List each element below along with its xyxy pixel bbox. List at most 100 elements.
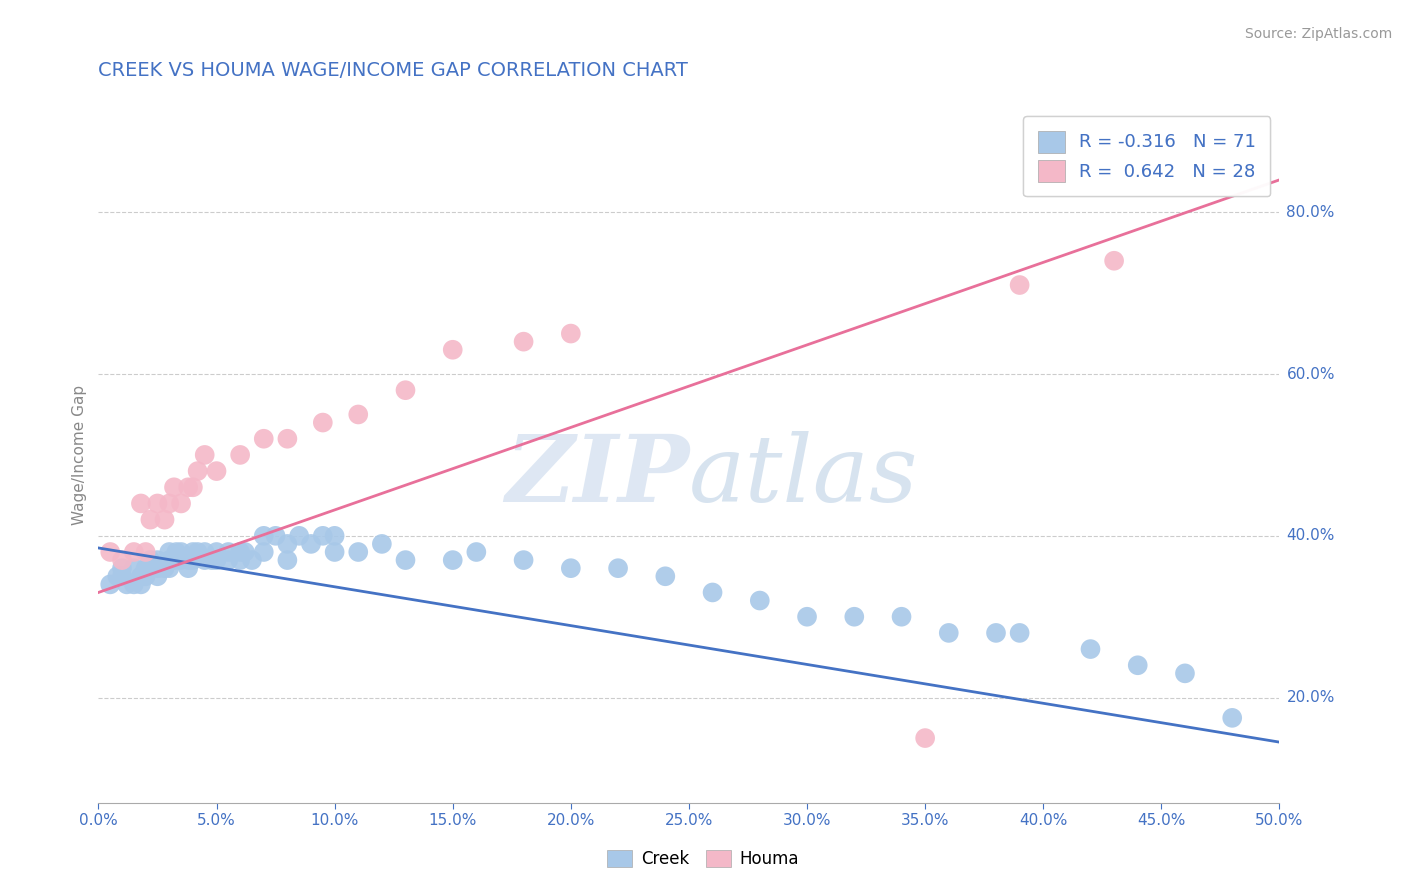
Point (181, 480, 204, 494)
Point (229, 448, 252, 462)
Point (201, 553, 224, 567)
Point (1220, 711, 1243, 725)
Point (187, 464, 209, 478)
Point (748, 593, 770, 607)
Point (371, 537, 394, 551)
Point (129, 577, 152, 591)
Point (115, 577, 138, 591)
Point (253, 545, 276, 559)
Point (253, 432, 276, 446)
Point (984, 626, 1007, 640)
Point (240, 553, 263, 567)
Point (205, 545, 228, 559)
Point (98, 545, 121, 559)
Point (323, 529, 346, 543)
Point (205, 464, 228, 478)
Legend: R = -0.316   N = 71, R =  0.642   N = 28: R = -0.316 N = 71, R = 0.642 N = 28 (1024, 116, 1271, 196)
Point (157, 545, 180, 559)
Y-axis label: Wage/Income Gap: Wage/Income Gap (72, 384, 87, 525)
Point (139, 561, 162, 575)
Point (607, 561, 630, 575)
Point (217, 545, 239, 559)
Point (654, 569, 676, 583)
Point (163, 480, 186, 494)
Point (217, 553, 239, 567)
Point (914, 731, 936, 745)
Text: Source: ZipAtlas.com: Source: ZipAtlas.com (1244, 27, 1392, 41)
Point (153, 561, 176, 575)
Point (146, 561, 169, 575)
Point (394, 553, 416, 567)
Point (194, 545, 217, 559)
Text: 40.0%: 40.0% (1286, 528, 1334, 543)
Point (139, 513, 162, 527)
Point (122, 561, 145, 575)
Point (122, 577, 145, 591)
Point (157, 561, 180, 575)
Point (170, 496, 193, 510)
Point (312, 416, 335, 430)
Point (938, 626, 960, 640)
Point (146, 496, 169, 510)
Text: CREEK VS HOUMA WAGE/INCOME GAP CORRELATION CHART: CREEK VS HOUMA WAGE/INCOME GAP CORRELATI… (98, 62, 689, 80)
Point (229, 545, 252, 559)
Point (177, 561, 200, 575)
Point (264, 529, 287, 543)
Point (146, 569, 169, 583)
Text: 80.0%: 80.0% (1286, 204, 1334, 219)
Point (205, 553, 228, 567)
Point (153, 513, 176, 527)
Text: ZIP: ZIP (505, 431, 689, 521)
Point (194, 448, 217, 462)
Point (512, 334, 534, 349)
Point (347, 408, 370, 422)
Point (441, 343, 464, 357)
Point (276, 432, 298, 446)
Point (139, 553, 162, 567)
Point (253, 529, 276, 543)
Point (512, 553, 534, 567)
Point (465, 545, 488, 559)
Point (194, 553, 217, 567)
Text: 60.0%: 60.0% (1286, 367, 1334, 382)
Point (394, 383, 416, 397)
Point (276, 537, 298, 551)
Point (796, 609, 818, 624)
Point (135, 545, 157, 559)
Point (111, 569, 134, 583)
Point (233, 545, 256, 559)
Point (1126, 658, 1149, 673)
Point (129, 569, 152, 583)
Point (122, 545, 145, 559)
Point (105, 569, 128, 583)
Point (135, 561, 157, 575)
Point (299, 537, 322, 551)
Point (347, 545, 370, 559)
Point (170, 553, 193, 567)
Point (1008, 626, 1031, 640)
Point (111, 561, 134, 575)
Point (229, 553, 252, 567)
Point (157, 496, 180, 510)
Point (181, 545, 204, 559)
Point (163, 553, 186, 567)
Point (170, 545, 193, 559)
Point (177, 553, 200, 567)
Point (560, 561, 582, 575)
Point (177, 480, 200, 494)
Point (165, 545, 187, 559)
Point (1008, 278, 1031, 293)
Point (98, 577, 121, 591)
Text: atlas: atlas (689, 431, 918, 521)
Point (146, 553, 169, 567)
Legend: Creek, Houma: Creek, Houma (600, 843, 806, 875)
Point (702, 585, 724, 599)
Point (312, 529, 335, 543)
Point (181, 553, 204, 567)
Point (135, 569, 157, 583)
Point (890, 609, 912, 624)
Point (187, 545, 209, 559)
Point (157, 553, 180, 567)
Point (441, 553, 464, 567)
Point (323, 545, 346, 559)
